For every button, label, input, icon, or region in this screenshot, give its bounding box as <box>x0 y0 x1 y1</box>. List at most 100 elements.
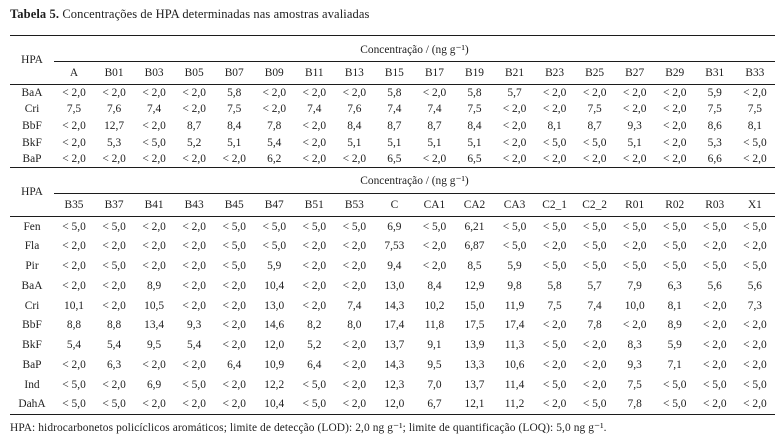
table-row: Fen < 5,0 < 5,0 < 2,0 < 2,0 < 5,0 < 5,0 < 5,0 < … <box>10 216 775 236</box>
concentration-value: < 2,0 <box>542 358 567 371</box>
concentration-value: 10,4 <box>264 398 285 411</box>
concentration-value: < 5,0 <box>102 220 126 233</box>
concentration-value: 11,3 <box>504 339 525 352</box>
sample-column-header: B45 <box>214 193 255 217</box>
concentration-value: 10,9 <box>264 358 285 371</box>
concentration-value: < 5,0 <box>302 378 327 391</box>
table-row: BaP < 2,0 6,3 < 2,0 < 2,0 6,4 10,9 6,4 < 2,0 14,3… <box>10 355 775 375</box>
concentration-value: < 2,0 <box>743 398 767 411</box>
sample-column-header: B41 <box>134 193 175 217</box>
concentration-value: < 2,0 <box>703 358 727 371</box>
sample-column-header: R01 <box>614 193 655 217</box>
table-caption-text: Concentrações de HPA determinadas nas am… <box>62 7 370 21</box>
concentration-value: 9,5 <box>427 358 442 371</box>
concentration-value: < 2,0 <box>142 398 166 411</box>
concentration-value: < 5,0 <box>62 378 86 391</box>
concentration-value: 11,2 <box>504 398 525 411</box>
concentration-value: < 5,0 <box>743 220 767 233</box>
concentration-value: < 2,0 <box>502 103 527 116</box>
concentration-value: 5,4 <box>187 339 202 352</box>
sample-column-header: B07 <box>214 61 255 85</box>
concentration-value: 12,2 <box>264 378 285 391</box>
concentration-value: 7,5 <box>627 378 642 391</box>
concentration-value: < 5,0 <box>342 220 367 233</box>
concentration-value: 10,6 <box>504 358 525 371</box>
concentration-value: < 2,0 <box>182 152 206 165</box>
hpa-row-label: BaA <box>21 87 43 100</box>
concentration-value: 17,5 <box>464 319 485 332</box>
concentration-value: < 2,0 <box>142 259 166 272</box>
concentration-value: < 2,0 <box>422 152 447 165</box>
concentration-value: 12,0 <box>264 339 285 352</box>
concentration-value: < 5,0 <box>582 240 607 253</box>
concentration-unit-header: Concentração / (ng g⁻¹) <box>54 35 775 62</box>
concentration-value: 13,4 <box>144 319 165 332</box>
table-row: BaP < 2,0 < 2,0 < 2,0 < 2,0 < 2,0 6,2 < 2,0 < 2,… <box>10 151 775 168</box>
concentration-value: 10,0 <box>624 299 645 312</box>
sample-column-header: B19 <box>454 61 495 85</box>
concentration-value: < 2,0 <box>743 339 767 352</box>
concentration-value: < 2,0 <box>142 220 166 233</box>
concentration-value: 14,3 <box>384 299 405 312</box>
concentration-value: 5,6 <box>707 279 722 292</box>
concentration-value: < 2,0 <box>743 358 767 371</box>
sample-column-header: B05 <box>174 61 215 85</box>
concentration-value: < 5,0 <box>62 220 86 233</box>
concentration-value: 8,4 <box>227 119 242 132</box>
sample-column-header: B25 <box>574 61 615 85</box>
concentration-value: 5,4 <box>106 339 122 352</box>
concentration-value: < 5,0 <box>102 259 126 272</box>
concentration-value: < 5,0 <box>662 259 687 272</box>
concentration-value: < 5,0 <box>542 136 567 149</box>
table-row: BkF 5,4 5,4 9,5 5,4 < 2,0 12,0 5,2 < 2,0 13,7 9,1 1… <box>10 335 775 355</box>
concentration-value: < 2,0 <box>662 87 687 100</box>
concentration-value: 7,6 <box>347 103 362 116</box>
concentration-value: 7,3 <box>747 299 763 312</box>
sample-column-header: B23 <box>534 61 575 85</box>
concentration-value: < 2,0 <box>142 119 166 132</box>
concentration-value: < 2,0 <box>102 240 126 253</box>
concentration-value: 8,1 <box>667 299 682 312</box>
sample-column-header: CA1 <box>414 193 455 217</box>
concentration-value: < 2,0 <box>62 152 86 165</box>
concentration-value: < 2,0 <box>622 103 647 116</box>
hpa-row-label: BaP <box>22 152 42 165</box>
concentration-value: < 2,0 <box>703 240 727 253</box>
concentration-value: < 2,0 <box>542 398 567 411</box>
sample-column-header: B47 <box>254 193 295 217</box>
table-body: Fen < 5,0 < 5,0 < 2,0 < 2,0 < 5,0 < 5,0 < 5,0 < … <box>10 216 775 414</box>
concentration-value: 12,7 <box>104 119 125 132</box>
concentration-value: 13,0 <box>384 279 405 292</box>
concentration-value: 9,1 <box>427 339 442 352</box>
concentration-value: < 2,0 <box>622 87 647 100</box>
concentration-value: < 2,0 <box>342 358 367 371</box>
concentration-value: < 2,0 <box>342 259 367 272</box>
concentration-value: 7,5 <box>747 103 763 116</box>
concentration-value: 7,8 <box>627 398 642 411</box>
concentration-value: 11,8 <box>424 319 445 332</box>
concentration-value: < 2,0 <box>582 152 607 165</box>
concentration-value: 9,3 <box>627 119 642 132</box>
concentration-value: 5,8 <box>467 87 482 100</box>
concentration-value: 8,4 <box>347 119 362 132</box>
concentration-value: 5,1 <box>227 136 242 149</box>
concentration-value: < 5,0 <box>542 259 567 272</box>
concentration-value: 5,4 <box>267 136 282 149</box>
concentration-value: < 2,0 <box>102 299 126 312</box>
concentration-value: < 2,0 <box>342 279 367 292</box>
concentration-value: 5,2 <box>187 136 202 149</box>
concentration-value: 13,9 <box>464 339 485 352</box>
concentration-value: < 2,0 <box>662 136 687 149</box>
concentration-value: < 2,0 <box>222 319 246 332</box>
concentration-value: < 2,0 <box>222 299 246 312</box>
hpa-column-header: HPA <box>10 35 54 85</box>
concentration-value: 13,3 <box>464 358 485 371</box>
concentration-value: < 2,0 <box>342 378 367 391</box>
concentration-value: < 2,0 <box>182 358 206 371</box>
concentration-value: 8,7 <box>187 119 202 132</box>
concentration-value: < 2,0 <box>703 319 727 332</box>
concentration-value: < 5,0 <box>502 220 527 233</box>
concentration-value: 6,7 <box>427 398 442 411</box>
concentration-value: 12,3 <box>384 378 405 391</box>
concentration-value: < 2,0 <box>302 136 327 149</box>
